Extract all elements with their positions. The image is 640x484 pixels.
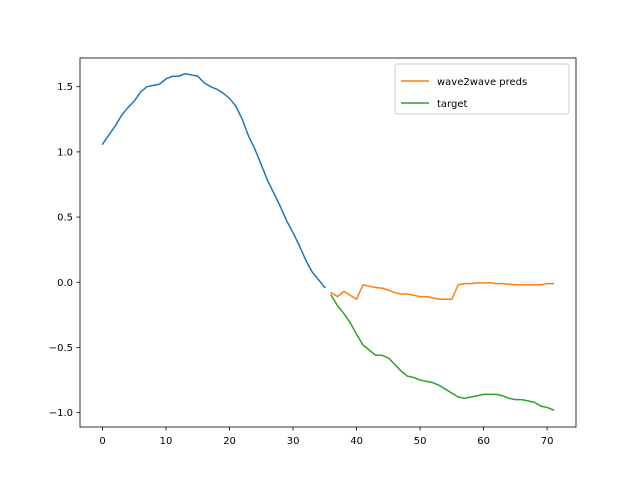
y-tick-label: −1.0 [49, 408, 73, 419]
y-axis-ticks: −1.0 −0.5 0.0 0.5 1.0 1.5 [49, 82, 80, 419]
y-tick-label: 1.5 [57, 82, 73, 93]
x-tick-label: 70 [541, 436, 554, 447]
series-line-2 [330, 294, 555, 412]
y-tick-label: −0.5 [49, 343, 73, 354]
y-tick-label: 0.0 [57, 278, 73, 289]
legend-label: wave2wave preds [437, 77, 527, 88]
series-line-0 [101, 72, 326, 289]
plot-lines [101, 72, 555, 412]
series-line-1 [330, 282, 555, 300]
x-tick-label: 40 [350, 436, 363, 447]
x-tick-label: 60 [477, 436, 490, 447]
x-tick-label: 10 [160, 436, 173, 447]
x-tick-label: 30 [287, 436, 300, 447]
x-tick-label: 20 [223, 436, 236, 447]
axes-frame [79, 57, 577, 428]
y-tick-label: 1.0 [57, 147, 73, 158]
legend-box [394, 63, 570, 115]
x-tick-label: 0 [99, 436, 105, 447]
y-tick-label: 0.5 [57, 213, 73, 224]
x-axis-ticks: 0 10 20 30 40 50 60 70 [99, 427, 553, 447]
legend: wave2wave preds target [394, 63, 570, 115]
legend-label: target [437, 99, 467, 110]
x-tick-label: 50 [414, 436, 427, 447]
